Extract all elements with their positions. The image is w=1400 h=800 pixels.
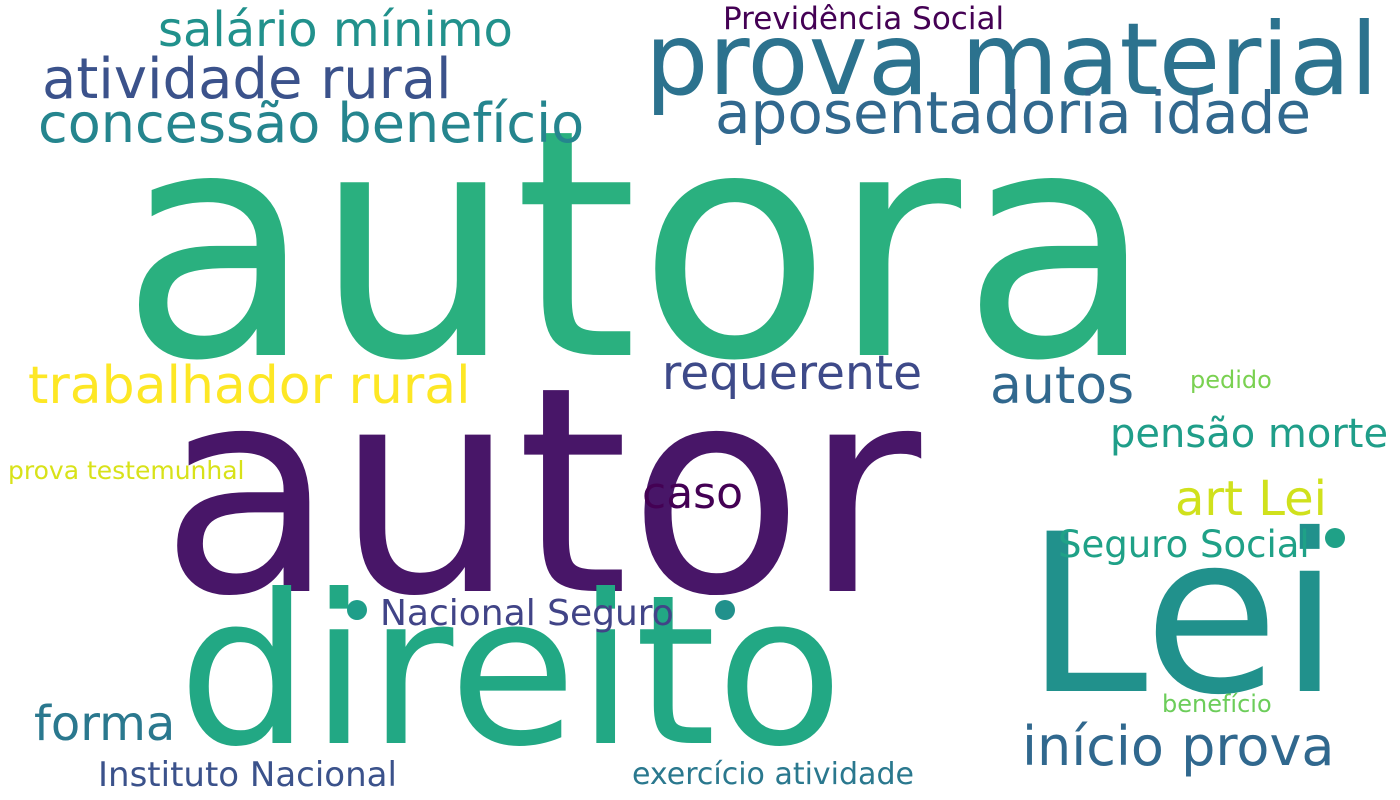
- word-atividade-rural: atividade rural: [42, 47, 452, 112]
- word-concessao-beneficio: concessão benefício: [38, 92, 585, 155]
- word-caso: caso: [642, 468, 743, 519]
- word-salario-minimo: salário mínimo: [158, 2, 513, 58]
- word-lei: Lei: [1025, 487, 1341, 743]
- word-exercicio-atividade: exercício atividade: [632, 757, 914, 792]
- dot-mark: [347, 600, 367, 620]
- word-art-lei: art Lei: [1175, 471, 1327, 527]
- word-trabalhador-rural: trabalhador rural: [28, 356, 471, 416]
- word-prova-testemunhal: prova testemunhal: [8, 456, 245, 485]
- word-requerente: requerente: [662, 346, 923, 401]
- word-instituto-nacional: Instituto Nacional: [98, 755, 397, 795]
- word-pedido: pedido: [1190, 366, 1272, 394]
- word-inicio-prova: início prova: [1022, 715, 1335, 778]
- word-autos: autos: [990, 356, 1135, 416]
- word-autor: autor: [160, 327, 922, 659]
- word-forma: forma: [34, 696, 176, 752]
- word-autora: autora: [120, 62, 1155, 430]
- dot-mark: [715, 600, 735, 620]
- word-previdencia-social: Previdência Social: [723, 1, 1005, 37]
- dot-mark: [1325, 528, 1345, 548]
- word-pensao-morte: pensão morte: [1110, 411, 1389, 457]
- word-aposentadoria-idade: aposentadoria idade: [715, 79, 1312, 147]
- word-beneficio: benefício: [1162, 690, 1272, 718]
- word-prova-material: prova material: [645, 1, 1379, 118]
- word-nacional-seguro: Nacional Seguro: [380, 593, 674, 634]
- word-seguro-social: Seguro Social: [1058, 523, 1310, 566]
